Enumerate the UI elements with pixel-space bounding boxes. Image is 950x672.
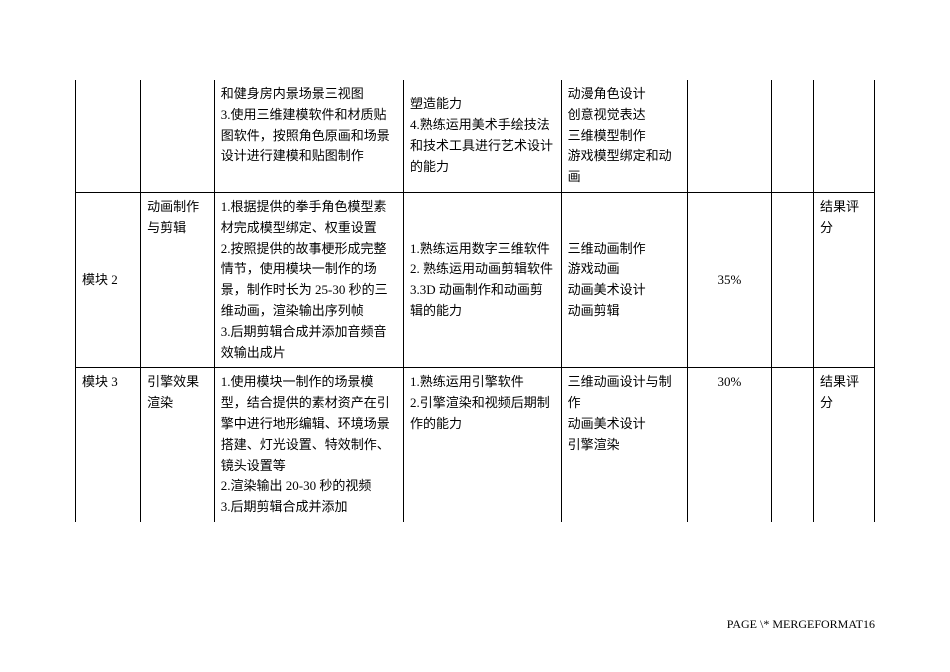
page-footer: PAGE \* MERGEFORMAT16 [727,617,875,632]
cell-abilities: 1.熟练运用数字三维软件 2. 熟练运用动画剪辑软件 3.3D 动画制作和动画剪… [403,192,561,367]
cell-title: 引擎效果渲染 [141,368,215,522]
cell-title: 动画制作与剪辑 [141,192,215,367]
table-row: 和健身房内景场景三视图 3.使用三维建模软件和材质贴图软件，按照角色原画和场景设… [76,80,875,192]
cell-courses: 三维动画制作 游戏动画 动画美术设计 动画剪辑 [561,192,687,367]
table-row: 模块 3 引擎效果渲染 1.使用模块一制作的场景模型，结合提供的素材资产在引擎中… [76,368,875,522]
cell-blank [771,368,813,522]
cell-score [813,80,874,192]
cell-blank [771,80,813,192]
cell-module: 模块 3 [76,368,141,522]
cell-title [141,80,215,192]
cell-module: 模块 2 [76,192,141,367]
cell-abilities: 1.熟练运用引擎软件 2.引擎渲染和视频后期制作的能力 [403,368,561,522]
cell-tasks: 和健身房内景场景三视图 3.使用三维建模软件和材质贴图软件，按照角色原画和场景设… [214,80,403,192]
cell-abilities: 塑造能力 4.熟练运用美术手绘技法和技术工具进行艺术设计的能力 [403,80,561,192]
content-table: 和健身房内景场景三视图 3.使用三维建模软件和材质贴图软件，按照角色原画和场景设… [75,80,875,522]
cell-module [76,80,141,192]
cell-blank [771,192,813,367]
cell-score: 结果评分 [813,192,874,367]
cell-weight: 30% [687,368,771,522]
cell-courses: 动漫角色设计 创意视觉表达 三维模型制作 游戏模型绑定和动画 [561,80,687,192]
cell-tasks: 1.根据提供的拳手角色模型素材完成模型绑定、权重设置 2.按照提供的故事梗形成完… [214,192,403,367]
table-row: 模块 2 动画制作与剪辑 1.根据提供的拳手角色模型素材完成模型绑定、权重设置 … [76,192,875,367]
cell-courses: 三维动画设计与制作 动画美术设计 引擎渲染 [561,368,687,522]
cell-tasks: 1.使用模块一制作的场景模型，结合提供的素材资产在引擎中进行地形编辑、环境场景搭… [214,368,403,522]
cell-score: 结果评分 [813,368,874,522]
cell-weight: 35% [687,192,771,367]
cell-weight [687,80,771,192]
